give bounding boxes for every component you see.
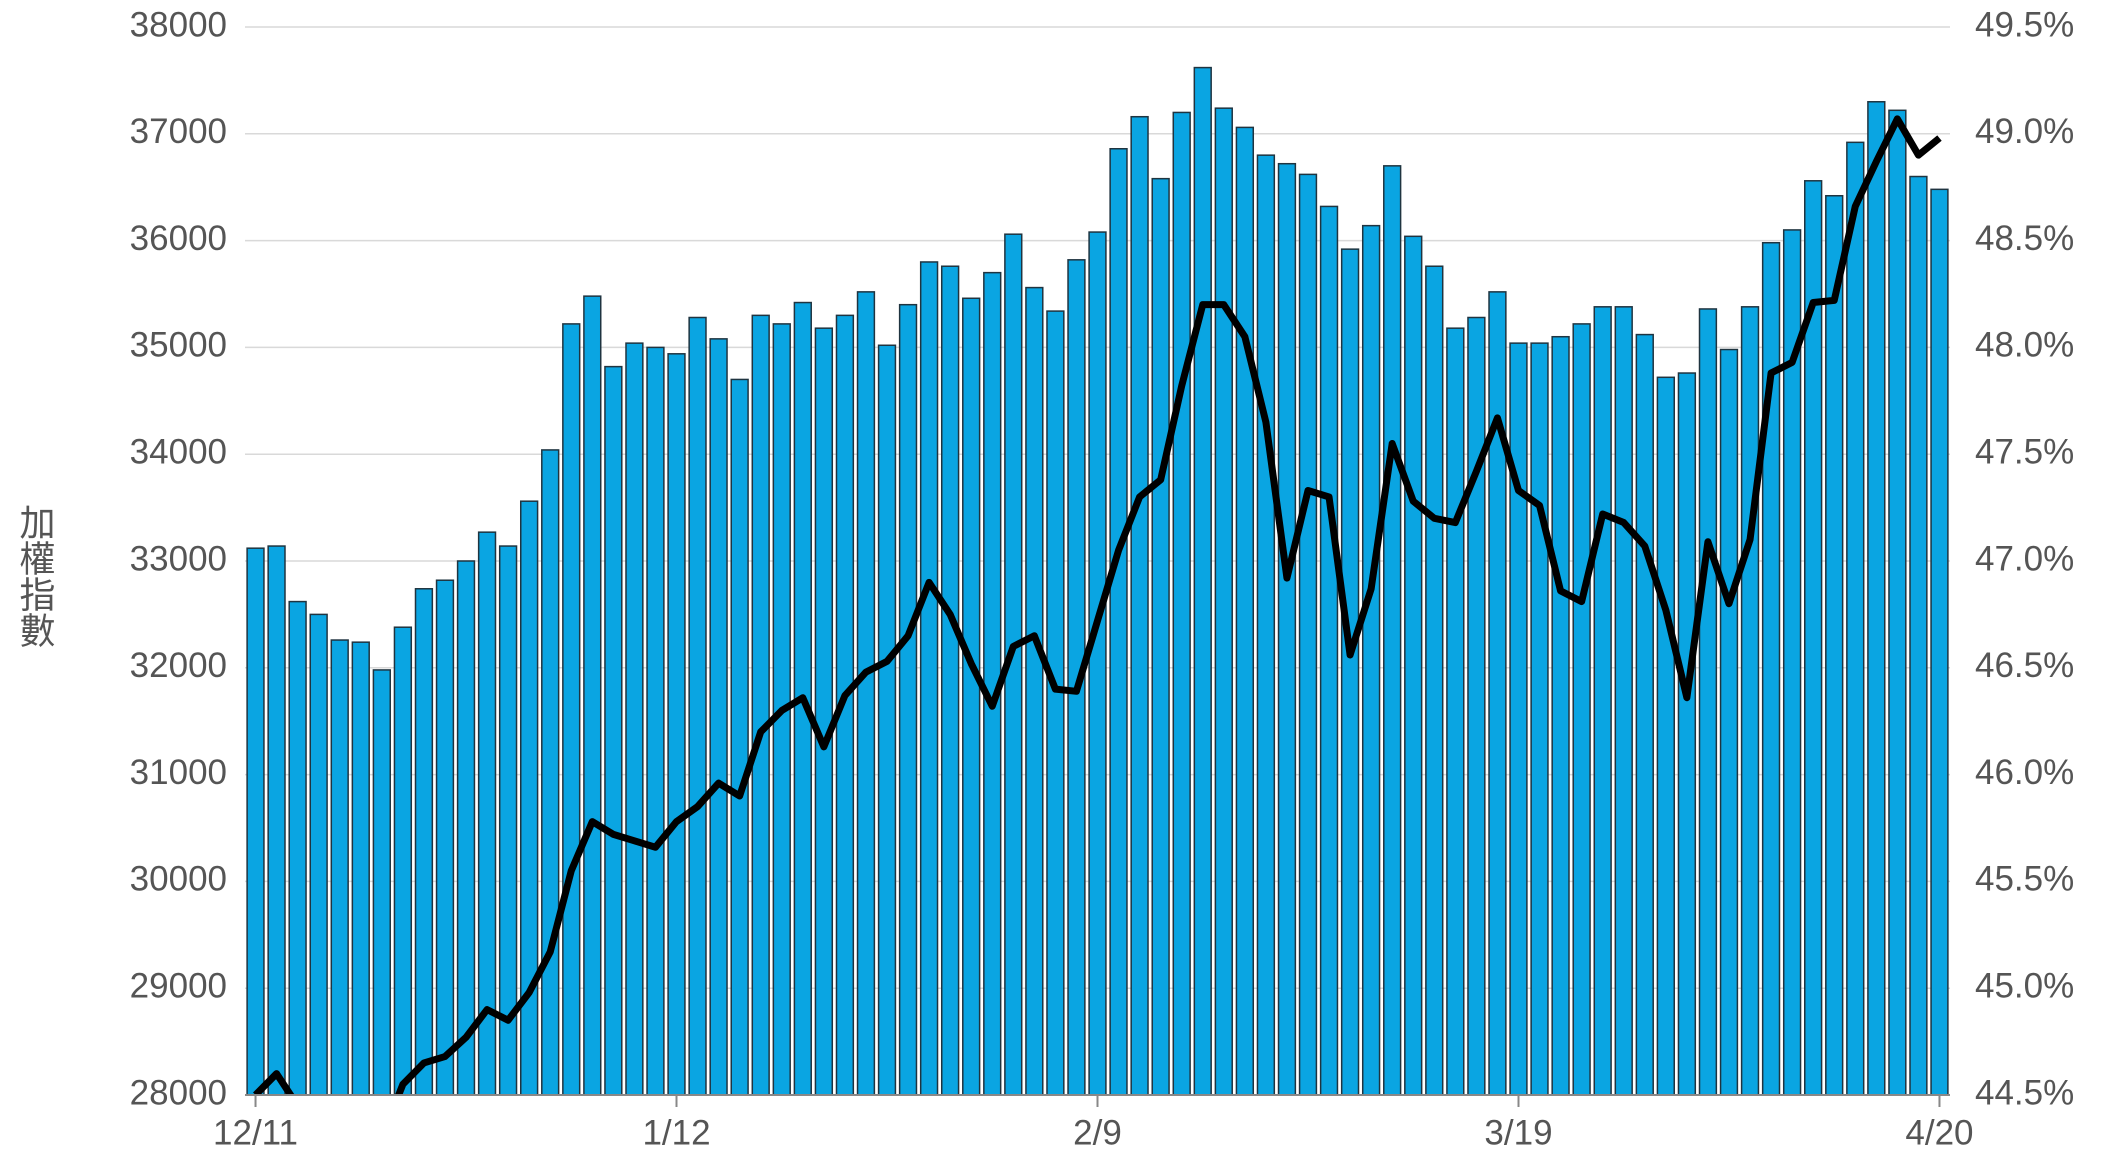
bar <box>1025 286 1044 1096</box>
bar <box>1740 306 1760 1096</box>
y-tick-label: 31000 <box>130 753 227 792</box>
bar <box>562 323 581 1096</box>
bar <box>940 265 960 1096</box>
bar <box>330 639 349 1096</box>
bar <box>541 449 560 1096</box>
bar <box>1867 101 1886 1096</box>
bar <box>372 669 391 1096</box>
bar <box>1614 306 1633 1096</box>
bar <box>1383 165 1402 1096</box>
bar <box>1656 376 1676 1096</box>
y-tick-label: 38000 <box>130 5 227 44</box>
bar <box>1193 66 1212 1096</box>
y2-tick-label: 48.0% <box>1975 326 2074 365</box>
bar <box>1404 235 1423 1096</box>
bar <box>351 641 370 1096</box>
x-tick-label: 12/11 <box>213 1113 298 1152</box>
bar <box>1277 162 1297 1096</box>
bar <box>1888 109 1907 1096</box>
bar <box>962 297 981 1096</box>
y-tick-label: 28000 <box>130 1073 227 1112</box>
bar <box>1298 173 1318 1096</box>
x-tick-label: 1/12 <box>642 1113 710 1152</box>
bar <box>288 600 307 1096</box>
bar <box>688 316 707 1096</box>
bar <box>1214 107 1233 1096</box>
bar <box>1488 291 1507 1096</box>
bar <box>1046 310 1065 1096</box>
y-tick-label: 29000 <box>130 966 227 1005</box>
bar <box>1825 194 1844 1096</box>
bar <box>1909 175 1928 1096</box>
x-tick-label: 2/9 <box>1073 1113 1122 1152</box>
y2-tick-label: 44.5% <box>1975 1073 2074 1112</box>
y2-tick-label: 46.0% <box>1975 753 2074 792</box>
y-axis-label: 加權指數 <box>15 504 56 648</box>
bar <box>1361 224 1381 1096</box>
bar <box>751 314 770 1096</box>
bar <box>1425 265 1444 1096</box>
x-tick-label: 3/19 <box>1484 1113 1552 1152</box>
bar <box>646 346 665 1096</box>
bar <box>856 291 876 1096</box>
bar <box>414 588 434 1096</box>
y-tick-label: 33000 <box>130 539 227 578</box>
y2-tick-label: 46.5% <box>1975 646 2074 685</box>
y2-tick-label: 48.5% <box>1975 219 2074 258</box>
bar <box>1593 306 1612 1096</box>
bar <box>1340 248 1360 1096</box>
bar <box>1677 372 1697 1096</box>
bar <box>604 365 623 1096</box>
bar <box>877 344 897 1096</box>
bar <box>456 560 476 1096</box>
bar <box>1846 141 1865 1096</box>
y-tick-label: 37000 <box>130 112 227 151</box>
bar <box>1319 205 1339 1096</box>
bar <box>1467 316 1486 1096</box>
bar <box>246 547 265 1096</box>
bar <box>1256 154 1276 1096</box>
bar <box>1635 333 1654 1096</box>
line <box>253 115 1942 1095</box>
y-tick-label: 35000 <box>130 326 227 365</box>
y2-tick-label: 47.5% <box>1975 432 2074 471</box>
y2-tick-label: 49.5% <box>1975 5 2074 44</box>
y-tick-label: 32000 <box>130 646 227 685</box>
x-tick-label: 4/20 <box>1905 1113 1973 1152</box>
bar <box>309 613 328 1096</box>
bar <box>1446 327 1465 1096</box>
y2-tick-label: 49.0% <box>1975 112 2074 151</box>
bar <box>1235 126 1255 1096</box>
bar <box>393 626 413 1096</box>
y-tick-label: 36000 <box>130 219 227 258</box>
bar <box>1530 342 1549 1096</box>
y2-tick-label: 45.5% <box>1975 860 2074 899</box>
bar <box>667 353 686 1096</box>
y2-tick-label: 45.0% <box>1975 966 2074 1005</box>
bar <box>267 545 286 1096</box>
bar <box>1572 323 1591 1096</box>
bar <box>1509 342 1528 1096</box>
bar <box>814 327 834 1096</box>
bar <box>435 579 455 1096</box>
y2-tick-label: 47.0% <box>1975 539 2074 578</box>
bar <box>1719 348 1739 1096</box>
bar <box>1151 177 1170 1096</box>
bar <box>1088 231 1107 1096</box>
bar <box>1130 115 1149 1096</box>
bar <box>730 378 749 1096</box>
y-tick-label: 30000 <box>130 860 227 899</box>
y-tick-label: 34000 <box>130 432 227 471</box>
bar <box>1698 308 1718 1096</box>
bar <box>919 261 939 1096</box>
bar <box>1551 335 1570 1096</box>
bar <box>1109 148 1128 1096</box>
bar <box>709 338 728 1096</box>
bar <box>583 295 602 1096</box>
bar <box>898 303 918 1096</box>
bar <box>625 342 644 1096</box>
bar <box>1930 188 1949 1096</box>
bar <box>1172 111 1191 1096</box>
